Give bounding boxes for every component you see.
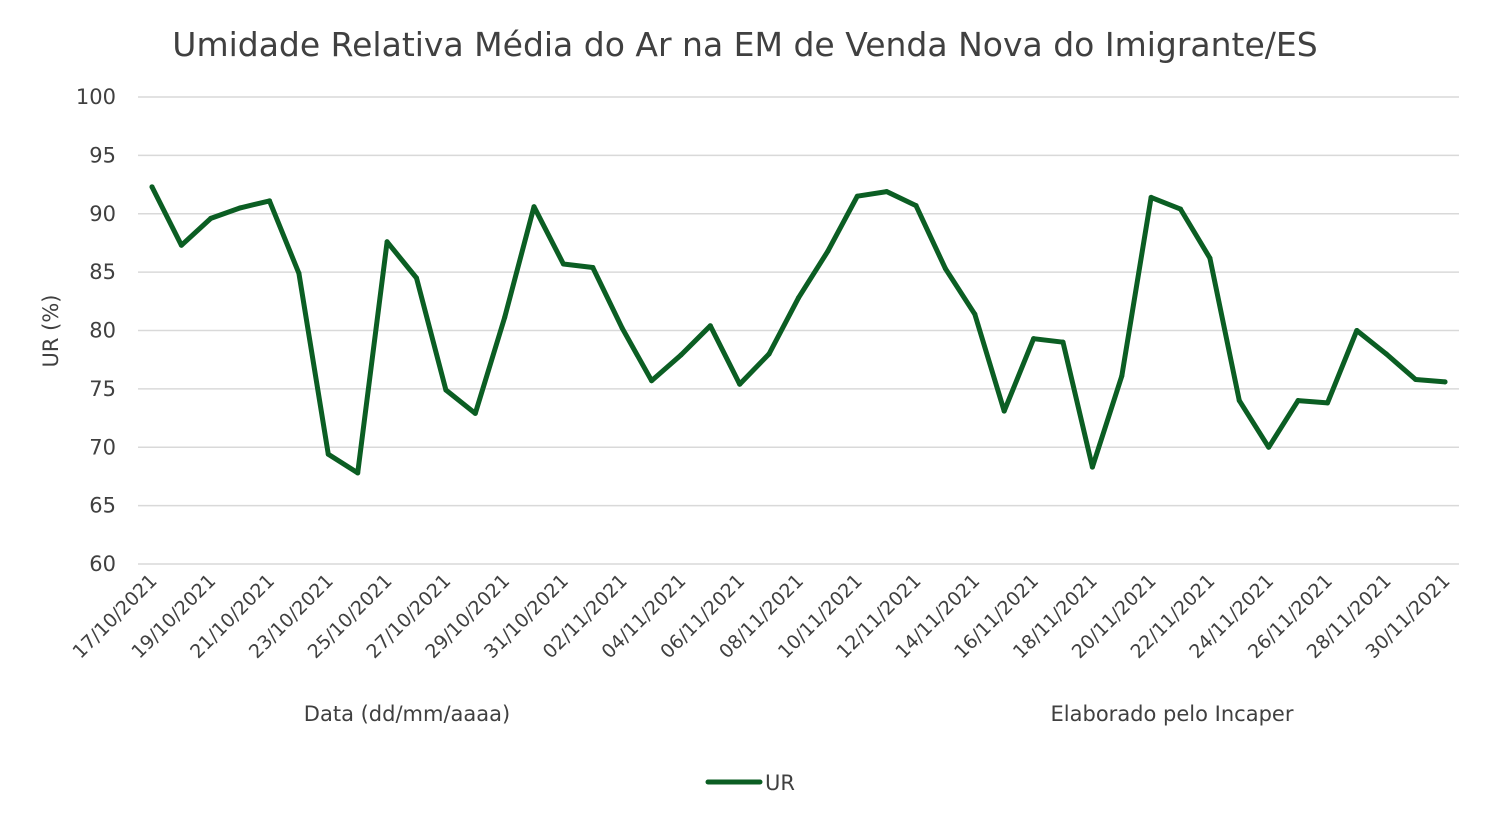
data-point xyxy=(502,315,508,321)
y-tick-label: 95 xyxy=(89,143,116,167)
data-point xyxy=(208,215,214,221)
data-point xyxy=(1354,328,1360,333)
chart-title: Umidade Relativa Média do Ar na EM de Ve… xyxy=(172,25,1317,64)
data-point xyxy=(649,378,655,384)
data-point xyxy=(325,451,331,457)
y-tick-label: 65 xyxy=(89,494,116,518)
data-point xyxy=(942,266,948,272)
gridlines xyxy=(138,96,1459,565)
data-point xyxy=(1413,377,1419,383)
legend: UR xyxy=(705,771,795,795)
data-point xyxy=(1178,206,1184,212)
data-point xyxy=(531,204,537,210)
data-point xyxy=(1295,398,1301,404)
data-point xyxy=(1324,400,1330,406)
data-point xyxy=(737,381,743,387)
data-point xyxy=(884,189,890,195)
data-point xyxy=(1148,194,1154,200)
data-point xyxy=(443,387,449,393)
y-axis-ticks: 60 65 70 75 80 85 90 95 100 xyxy=(76,85,116,576)
data-point xyxy=(149,184,155,190)
data-point xyxy=(355,470,361,476)
y-tick-label: 85 xyxy=(89,260,116,284)
x-axis-label: Data (dd/mm/aaaa) xyxy=(304,702,510,726)
data-point xyxy=(413,275,419,281)
legend-label-ur: UR xyxy=(765,771,795,795)
series-layer xyxy=(149,184,1448,476)
data-point xyxy=(178,242,184,248)
data-point xyxy=(825,248,831,254)
data-point xyxy=(472,410,478,416)
data-point xyxy=(796,295,801,301)
data-point xyxy=(267,198,273,204)
data-point xyxy=(1089,464,1095,470)
data-point xyxy=(678,352,684,358)
y-tick-label: 70 xyxy=(89,435,116,459)
y-tick-label: 80 xyxy=(89,319,116,343)
data-point xyxy=(1383,351,1389,357)
data-point xyxy=(1001,408,1007,414)
credit-note: Elaborado pelo Incaper xyxy=(1051,702,1294,726)
y-tick-label: 100 xyxy=(76,85,116,109)
data-point xyxy=(560,261,566,267)
data-point xyxy=(707,323,713,329)
data-point xyxy=(766,351,772,357)
y-tick-label: 75 xyxy=(89,377,116,401)
y-tick-label: 60 xyxy=(89,552,116,576)
data-point xyxy=(619,325,625,331)
data-point xyxy=(854,193,860,199)
x-axis-ticks: 17/10/202119/10/202121/10/202123/10/2021… xyxy=(69,570,1455,663)
data-point xyxy=(1236,398,1242,404)
data-point xyxy=(1207,255,1213,261)
data-point xyxy=(1031,336,1037,342)
data-point xyxy=(1060,339,1066,345)
data-point xyxy=(913,203,919,209)
y-axis-label: UR (%) xyxy=(39,295,63,368)
data-point xyxy=(1442,379,1448,385)
data-point xyxy=(1266,444,1272,450)
y-tick-label: 90 xyxy=(89,202,116,226)
data-point xyxy=(237,205,243,211)
data-point xyxy=(972,311,978,317)
data-point xyxy=(1119,373,1125,379)
data-point xyxy=(590,264,596,270)
data-point xyxy=(296,270,302,276)
data-point xyxy=(384,239,390,245)
